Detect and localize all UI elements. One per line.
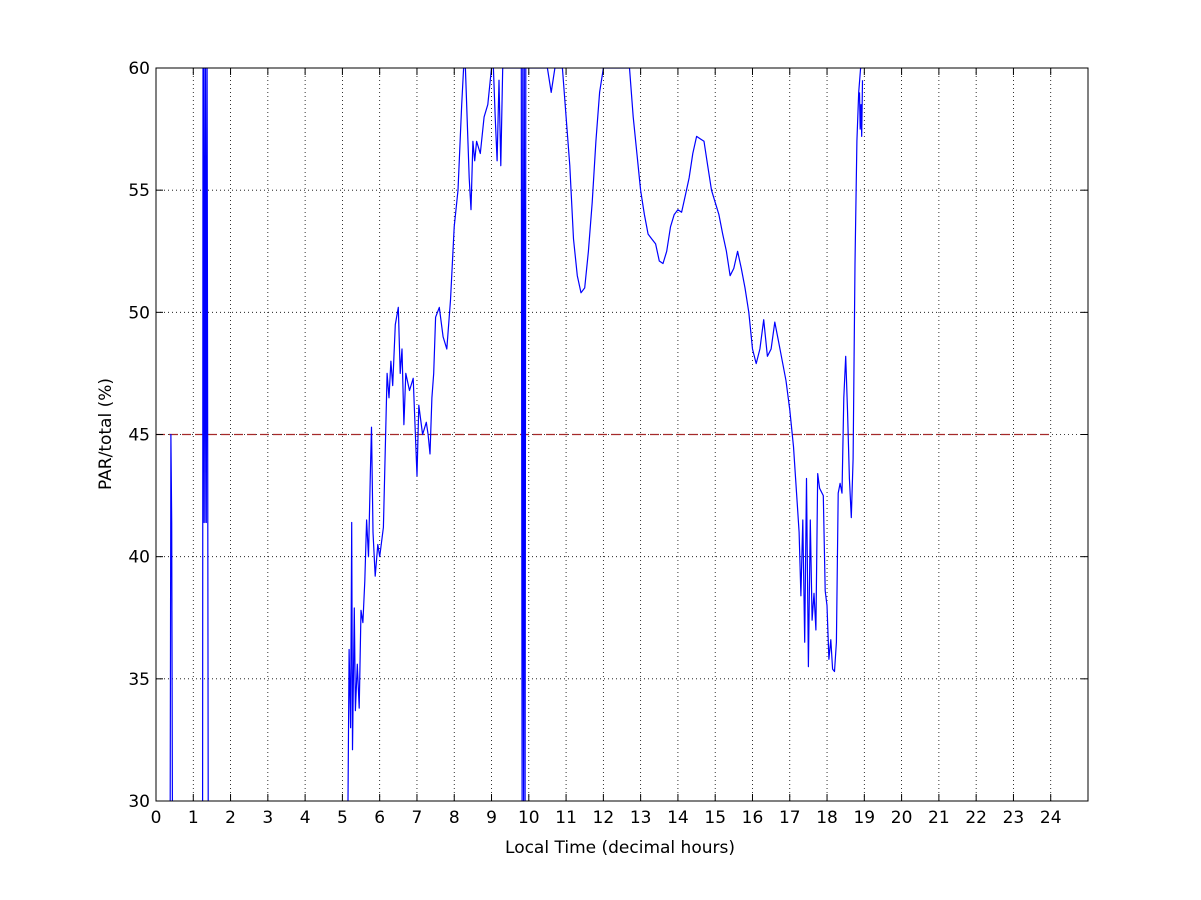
x-tick-label: 7 <box>412 808 423 828</box>
y-tick-label: 30 <box>128 792 150 812</box>
x-tick-label: 8 <box>449 808 460 828</box>
y-tick-label: 45 <box>128 426 150 446</box>
x-tick-label: 5 <box>337 808 348 828</box>
x-tick-label: 12 <box>593 808 615 828</box>
x-tick-label: 9 <box>486 808 497 828</box>
x-tick-label: 22 <box>965 808 987 828</box>
x-tick-label: 4 <box>300 808 311 828</box>
x-tick-label: 3 <box>262 808 273 828</box>
series-group <box>169 68 864 801</box>
x-tick-label: 2 <box>225 808 236 828</box>
x-tick-label: 10 <box>518 808 540 828</box>
x-tick-label: 17 <box>779 808 801 828</box>
x-tick-label: 14 <box>667 808 689 828</box>
series-line <box>169 433 173 801</box>
x-tick-label: 16 <box>742 808 764 828</box>
x-tick-label: 0 <box>151 808 162 828</box>
tick-marks <box>155 67 1088 802</box>
series-line <box>858 80 864 137</box>
grid-lines <box>156 68 1088 801</box>
x-tick-label: 19 <box>853 808 875 828</box>
y-tick-label: 55 <box>128 181 150 201</box>
x-tick-label: 1 <box>188 808 199 828</box>
x-tick-label: 11 <box>555 808 577 828</box>
x-tick-label: 21 <box>928 808 950 828</box>
x-tick-label: 18 <box>816 808 838 828</box>
y-tick-label: 50 <box>128 303 150 323</box>
x-tick-label: 6 <box>374 808 385 828</box>
x-tick-label: 13 <box>630 808 652 828</box>
series-line <box>347 68 863 801</box>
y-tick-label: 35 <box>128 670 150 690</box>
y-tick-label: 60 <box>128 59 150 79</box>
x-tick-label: 15 <box>704 808 726 828</box>
x-tick-label: 20 <box>891 808 913 828</box>
series-line <box>202 68 209 801</box>
y-tick-label: 40 <box>128 548 150 568</box>
x-axis-label: Local Time (decimal hours) <box>505 838 735 858</box>
x-tick-labels: 0 1 2 3 4 5 6 7 8 9 10 11 12 13 14 15 16 17 18 19 20 21 22 23 24 <box>151 808 1062 828</box>
y-axis-label: PAR/total (%) <box>96 378 116 490</box>
x-tick-label: 24 <box>1040 808 1062 828</box>
y-tick-labels: 30 35 40 45 50 55 60 <box>128 59 150 812</box>
x-tick-label: 23 <box>1003 808 1025 828</box>
